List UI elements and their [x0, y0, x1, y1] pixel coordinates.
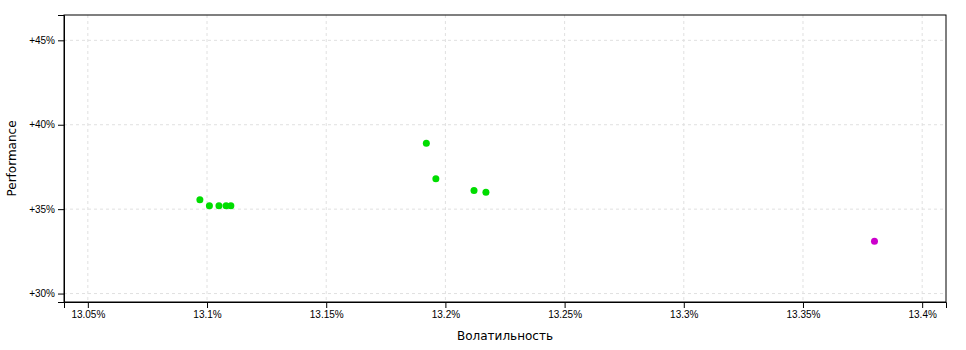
point — [432, 175, 439, 182]
grid-line — [64, 124, 946, 125]
grid-line — [207, 15, 208, 302]
grid — [64, 15, 946, 302]
tick-label: 13.15% — [310, 309, 344, 320]
tick-label: +35% — [29, 204, 55, 215]
tick: +45% — [29, 35, 64, 46]
point — [471, 187, 478, 194]
grid-line — [564, 15, 565, 302]
tick-mark — [58, 294, 64, 295]
grid-line — [64, 209, 946, 210]
axis-line — [65, 303, 947, 309]
chart: 13.05% 13.1% 13.15% 13.2% 13.25% 13.3% 13.35% 1… — [0, 0, 966, 350]
tick-label: +45% — [29, 35, 55, 46]
tick: 13.3% — [670, 302, 698, 320]
grid-line — [445, 15, 446, 302]
grid-line — [87, 15, 88, 302]
axis-line — [58, 16, 65, 303]
tick-mark — [58, 125, 64, 126]
tick-mark — [326, 302, 327, 308]
grid-line — [922, 15, 923, 302]
point — [871, 238, 878, 245]
tick-label: 13.05% — [71, 309, 105, 320]
point — [482, 189, 489, 196]
tick-mark — [684, 302, 685, 308]
grid-line — [802, 15, 803, 302]
tick-label: 13.1% — [193, 309, 221, 320]
tick-label: 13.35% — [787, 309, 821, 320]
x-axis: 13.05% 13.1% 13.15% 13.2% 13.25% 13.3% 13.35% 1… — [65, 302, 947, 320]
point — [423, 140, 430, 147]
point — [215, 202, 222, 209]
grid-line — [326, 15, 327, 302]
series — [871, 238, 878, 245]
grid-line — [683, 15, 684, 302]
x-axis-title: Волатильность — [457, 329, 553, 343]
point — [196, 196, 203, 203]
tick: 13.2% — [432, 302, 460, 320]
tick: 13.4% — [908, 302, 936, 320]
plot-frame — [64, 15, 946, 302]
points — [196, 140, 878, 245]
series — [196, 140, 489, 209]
tick-label: 13.2% — [432, 309, 460, 320]
y-axis-title: Performance — [5, 120, 19, 196]
tick: +30% — [29, 288, 64, 299]
tick-label: 13.3% — [670, 309, 698, 320]
tick-mark — [565, 302, 566, 308]
y-axis: +30% +35% +40% +45% — [29, 16, 64, 303]
point — [227, 202, 234, 209]
tick: 13.15% — [310, 302, 344, 320]
tick-mark — [58, 209, 64, 210]
tick-mark — [922, 302, 923, 308]
grid-line — [64, 293, 946, 294]
tick-mark — [58, 40, 64, 41]
plot: 13.05% 13.1% 13.15% 13.2% 13.25% 13.3% 13.35% 1… — [29, 15, 946, 320]
tick-mark — [445, 302, 446, 308]
tick: 13.35% — [787, 302, 821, 320]
grid-line — [64, 40, 946, 41]
tick-label: 13.25% — [548, 309, 582, 320]
tick-label: +40% — [29, 119, 55, 130]
tick: +40% — [29, 119, 64, 130]
point — [206, 202, 213, 209]
tick: 13.05% — [71, 302, 105, 320]
tick: 13.25% — [548, 302, 582, 320]
tick-label: +30% — [29, 288, 55, 299]
tick: 13.1% — [193, 302, 221, 320]
tick-label: 13.4% — [908, 309, 936, 320]
tick-mark — [88, 302, 89, 308]
tick-mark — [207, 302, 208, 308]
tick: +35% — [29, 204, 64, 215]
tick-mark — [803, 302, 804, 308]
